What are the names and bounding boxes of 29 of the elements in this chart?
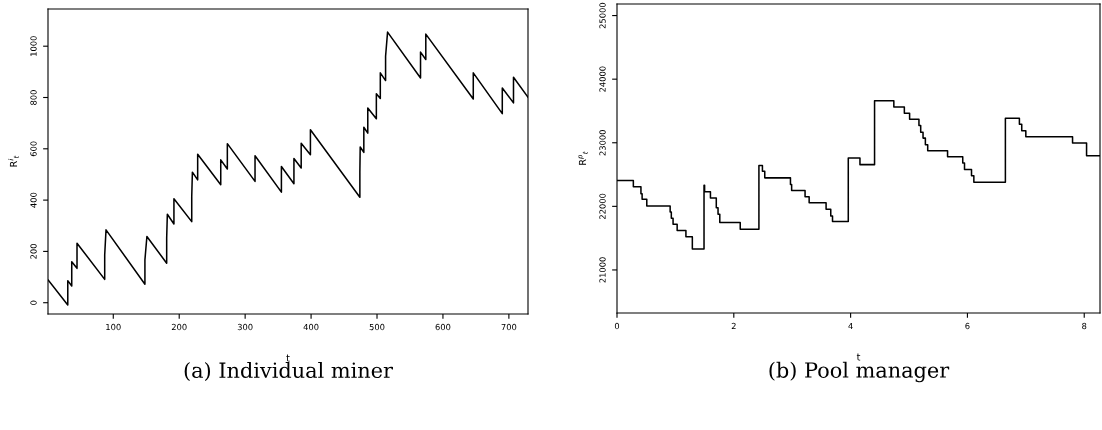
x-tick-label: 6: [965, 322, 970, 330]
y-axis-title: R$^{p}$$_{t}$: [578, 151, 588, 165]
y-tick-label: 0: [30, 300, 37, 305]
x-tick-label: 400: [303, 323, 319, 331]
x-tick-label: 200: [171, 323, 187, 331]
y-tick-label: 400: [30, 192, 37, 208]
y-tick-label: 21000: [599, 257, 606, 283]
y-tick-label: 23000: [599, 130, 606, 156]
x-axis-title: t: [856, 353, 861, 361]
x-tick-label: 600: [435, 323, 451, 331]
y-tick-label: 24000: [599, 66, 606, 92]
x-axis-title: t: [286, 354, 290, 362]
x-tick-label: 300: [237, 323, 253, 331]
x-tick-label: 700: [501, 323, 517, 331]
x-tick-label: 2: [731, 322, 736, 330]
x-tick-label: 500: [369, 323, 385, 331]
x-tick-label: 0: [614, 322, 620, 330]
x-tick-label: 4: [848, 322, 853, 330]
text: (a) Individual miner: [184, 361, 393, 381]
y-tick-label: 600: [30, 141, 37, 157]
x-tick-label: 100: [106, 323, 121, 331]
text: (b) Pool manager: [769, 361, 950, 383]
y-tick-label: 25000: [599, 2, 606, 29]
x-tick-label: 8: [1082, 322, 1087, 330]
y-tick-label: 800: [30, 90, 37, 105]
y-axis-title: R$^{i}$$_{t}$: [8, 155, 19, 167]
y-tick-label: 1000: [30, 36, 37, 56]
y-tick-label: 22000: [599, 193, 606, 219]
y-tick-label: 200: [30, 244, 37, 259]
